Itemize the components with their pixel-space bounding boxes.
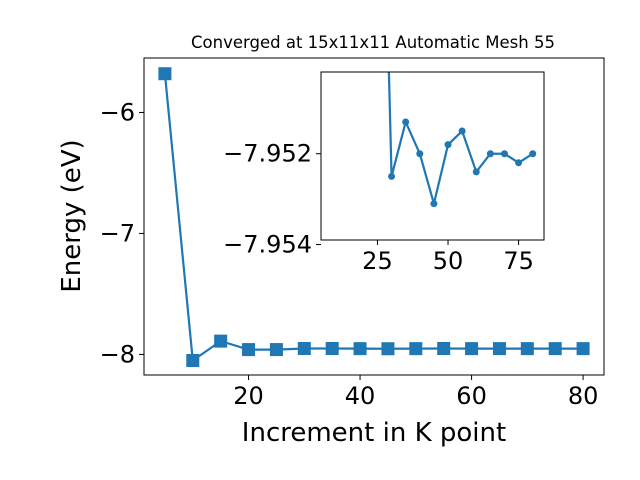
main-data-point <box>297 342 311 356</box>
inset-data-point <box>388 172 396 180</box>
inset-data-point <box>444 141 452 149</box>
inset-ticks: 25 50 75 −7.954 −7.952 <box>223 140 534 275</box>
inset-data-point <box>500 150 508 158</box>
main-data-point <box>492 342 506 356</box>
inset-data-point <box>486 150 494 158</box>
main-series <box>158 67 590 367</box>
inset-y-tick-label: −7.952 <box>223 140 312 168</box>
inset-chart: 25 50 75 −7.954 −7.952 <box>223 71 545 275</box>
main-chart: Converged at 15x11x11 Automatic Mesh 55 … <box>57 33 605 448</box>
inset-y-tick-label: −7.954 <box>223 231 312 259</box>
inset-axes-frame <box>320 71 545 241</box>
inset-x-tick-label: 50 <box>433 247 464 275</box>
main-data-point <box>158 67 172 81</box>
main-data-point <box>548 342 562 356</box>
main-data-point <box>242 343 256 357</box>
main-x-tick-label: 60 <box>456 382 487 410</box>
main-data-point <box>353 342 367 356</box>
main-data-point <box>186 353 200 367</box>
main-x-tick-label: 80 <box>568 382 599 410</box>
main-data-point <box>409 342 423 356</box>
inset-x-tick-label: 75 <box>503 247 534 275</box>
inset-data-point <box>515 159 523 167</box>
inset-background <box>321 72 544 240</box>
main-data-point <box>214 334 228 348</box>
inset-data-point <box>416 150 424 158</box>
main-data-point <box>576 342 590 356</box>
main-data-point <box>520 342 534 356</box>
inset-data-point <box>458 127 466 135</box>
main-data-point <box>437 342 451 356</box>
main-ticks: 20 40 60 80 −8 −7 −6 <box>100 98 599 410</box>
main-data-point <box>381 342 395 356</box>
inset-data-point <box>402 118 410 126</box>
main-data-point <box>465 342 479 356</box>
inset-data-point <box>529 150 537 158</box>
chart-title: Converged at 15x11x11 Automatic Mesh 55 <box>191 33 555 52</box>
inset-data-point <box>472 168 480 176</box>
main-y-tick-label: −8 <box>100 340 135 368</box>
main-data-point <box>269 343 283 357</box>
main-y-tick-label: −6 <box>100 98 135 126</box>
inset-x-tick-label: 25 <box>362 247 393 275</box>
main-series-line <box>163 73 584 362</box>
x-axis-label: Increment in K point <box>242 418 506 448</box>
main-y-tick-label: −7 <box>100 219 135 247</box>
main-x-tick-label: 20 <box>233 382 264 410</box>
inset-data-point <box>430 200 438 208</box>
main-axes-frame <box>143 57 605 376</box>
inset-series <box>387 72 537 208</box>
main-x-tick-label: 40 <box>345 382 376 410</box>
y-axis-label: Energy (eV) <box>57 139 87 292</box>
main-data-point <box>325 342 339 356</box>
